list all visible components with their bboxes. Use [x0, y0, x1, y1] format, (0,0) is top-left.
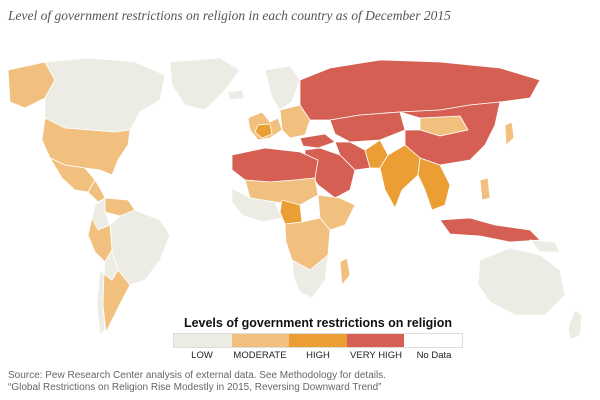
region-png — [529, 239, 561, 253]
legend-label-high: HIGH — [306, 350, 330, 361]
map-title: Level of government restrictions on reli… — [8, 8, 451, 23]
region-southeast-asia — [417, 157, 451, 211]
legend-bar — [173, 333, 463, 348]
region-west-africa — [231, 187, 283, 223]
source-note: Source: Pew Research Center analysis of … — [8, 370, 593, 394]
region-france — [254, 123, 273, 139]
legend-swatch-low — [174, 334, 232, 347]
legend-label-very-high: VERY HIGH — [350, 350, 402, 361]
region-southern-africa — [291, 254, 329, 299]
region-greenland — [169, 57, 241, 111]
source-line-2: “Global Restrictions on Religion Rise Mo… — [8, 382, 382, 393]
region-central-asia — [329, 111, 406, 143]
legend: Levels of government restrictions on rel… — [173, 316, 463, 361]
source-line-1: Source: Pew Research Center analysis of … — [8, 370, 386, 381]
region-australia — [477, 247, 566, 316]
legend-swatch-high — [289, 334, 347, 347]
legend-label-moderate: MODERATE — [233, 350, 287, 361]
legend-title: Levels of government restrictions on rel… — [183, 316, 453, 330]
region-philippines — [479, 177, 491, 201]
legend-labels: LOW MODERATE HIGH VERY HIGH No Data — [173, 350, 463, 361]
region-scandinavia — [264, 65, 301, 111]
region-iceland — [227, 89, 245, 101]
region-canada — [44, 57, 166, 133]
region-new-zealand — [567, 309, 583, 341]
world-map — [7, 57, 583, 341]
region-madagascar — [339, 257, 351, 286]
region-argentina — [102, 269, 131, 333]
region-central-america — [87, 179, 106, 203]
region-japan — [504, 121, 515, 146]
region-indonesia — [439, 217, 541, 243]
legend-swatch-moderate — [231, 334, 290, 347]
legend-label-low: LOW — [191, 350, 213, 361]
region-turkey — [299, 133, 336, 149]
legend-label-no-data: No Data — [416, 350, 452, 361]
legend-swatch-no-data — [404, 334, 462, 347]
legend-swatch-very-high — [346, 334, 405, 347]
